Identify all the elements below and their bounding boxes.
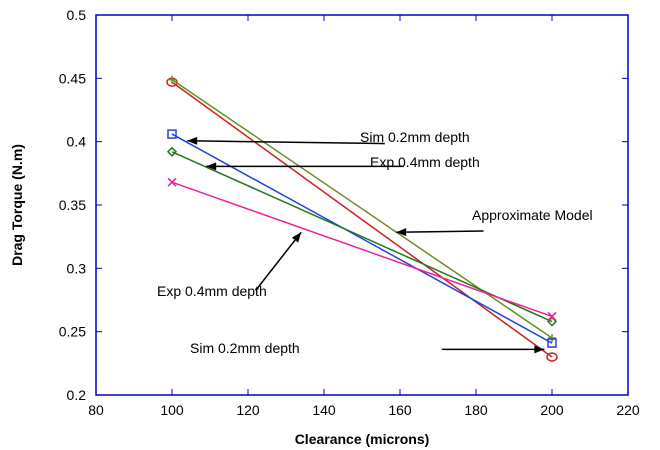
annotation-arrowhead-5: [534, 345, 545, 354]
y-tick-label: 0.3: [67, 260, 87, 276]
x-tick-label: 120: [236, 402, 260, 418]
y-tick-label: 0.45: [59, 70, 86, 86]
annotation-label-4: Exp 0.4mm depth: [157, 283, 267, 299]
series-line-4: [171, 151, 553, 323]
data-point-3-2: [547, 338, 557, 348]
annotation-label-2: Exp 0.4mm depth: [370, 154, 480, 170]
x-axis: 80 100 120 140 160 180 200 220: [88, 15, 640, 418]
series-line-1: [171, 81, 553, 358]
data-point-1-2: [546, 352, 558, 362]
x-tick-label: 140: [312, 402, 336, 418]
y-tick-label: 0.5: [67, 7, 87, 23]
annotation-arrowhead-4: [291, 232, 302, 243]
annotation-arrowhead-1: [187, 136, 198, 145]
y-tick-label: 0.25: [59, 324, 86, 340]
data-point-2-1: [168, 75, 176, 84]
data-point-4-1: [166, 146, 178, 157]
x-tick-label: 80: [88, 402, 104, 418]
x-tick-label: 100: [160, 402, 184, 418]
y-tick-label: 0.4: [67, 134, 87, 150]
annotations-layer: Sim 0.2mm depth Exp 0.4mm depth Approximat…: [157, 129, 593, 356]
plot-area: [95, 14, 629, 396]
data-point-4-2: [546, 316, 558, 327]
x-axis-title: Clearance (microns): [295, 431, 430, 447]
annotation-label-3: Approximate Model: [472, 207, 593, 223]
annotation-label-5: Sim 0.2mm depth: [190, 340, 300, 356]
series-layer: [166, 75, 558, 362]
y-tick-label: 0.35: [59, 197, 86, 213]
data-point-5-2: [547, 311, 557, 321]
y-axis: 0.2 0.25 0.3 0.35 0.4 0.45 0.5: [59, 7, 628, 403]
data-point-3-1: [167, 129, 177, 139]
annotation-arrow-1: [187, 140, 385, 145]
series-line-2: [171, 78, 553, 339]
y-tick-label: 0.2: [67, 387, 87, 403]
x-tick-label: 180: [464, 402, 488, 418]
annotation-arrowhead-2: [206, 162, 217, 171]
series-line-3: [171, 133, 553, 344]
annotation-arrow-3: [396, 230, 484, 233]
x-tick-label: 220: [616, 402, 640, 418]
x-tick-label: 200: [540, 402, 564, 418]
y-axis-title: Drag Torque (N.m): [9, 144, 25, 266]
annotation-arrowhead-3: [396, 228, 407, 237]
data-point-5-1: [167, 177, 177, 187]
annotation-arrow-4: [255, 231, 302, 291]
x-tick-label: 160: [388, 402, 412, 418]
series-line-5: [171, 181, 553, 318]
data-point-2-2: [548, 334, 556, 342]
annotation-label-1: Sim 0.2mm depth: [360, 129, 470, 145]
